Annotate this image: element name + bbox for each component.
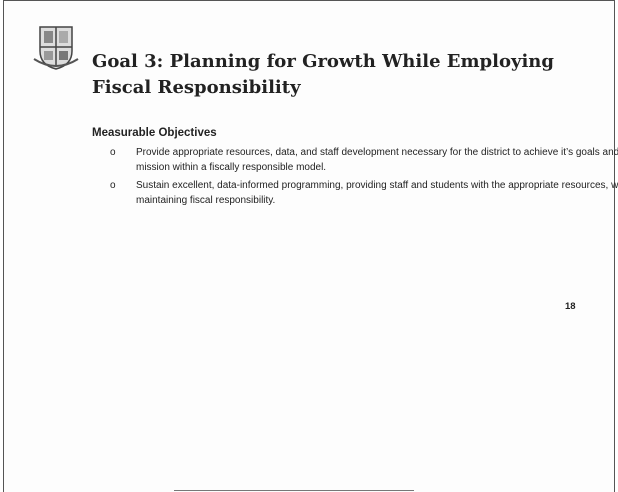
section-heading: Measurable Objectives (92, 127, 217, 139)
slide-title: Goal 3: Planning for Growth While Employ… (92, 51, 554, 98)
objective-list: Provide appropriate resources, data, and… (104, 145, 618, 211)
bottom-rule (174, 490, 414, 491)
objective-item: Sustain excellent, data-informed program… (110, 178, 618, 208)
objective-item: Provide appropriate resources, data, and… (110, 145, 618, 175)
slide-page: Goal 3: Planning for Growth While Employ… (3, 0, 618, 492)
crest-logo (33, 26, 79, 70)
page-number: 18 (565, 301, 576, 312)
